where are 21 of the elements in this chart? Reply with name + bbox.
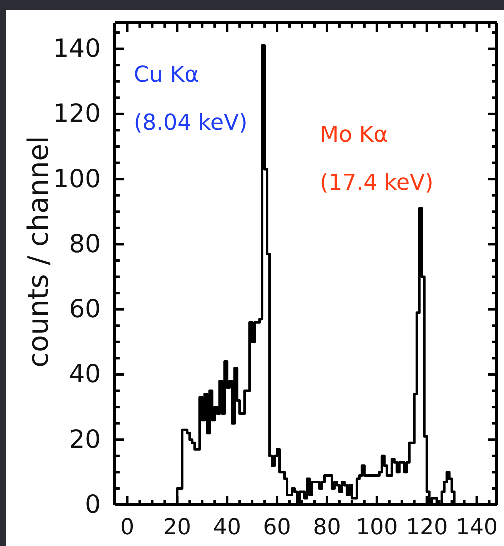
y-tick-label: 100 xyxy=(53,164,101,194)
y-tick-label: 120 xyxy=(53,99,101,128)
x-tick-label: 20 xyxy=(163,516,192,541)
x-tick-label: 140 xyxy=(456,516,498,541)
annotation: (8.04 keV) xyxy=(134,111,248,136)
y-tick-label: 140 xyxy=(53,34,101,64)
annotation: Cu Kα xyxy=(134,63,200,88)
y-tick-label: 40 xyxy=(69,360,101,389)
x-tick-label: 40 xyxy=(213,516,242,541)
y-axis-title: counts / channel xyxy=(22,136,55,368)
y-tick-label: 20 xyxy=(69,424,101,454)
x-tick-label: 80 xyxy=(313,516,342,541)
annotation: (17.4 keV) xyxy=(320,171,434,196)
annotation: Mo Kα xyxy=(320,123,388,148)
x-tick-label: 0 xyxy=(120,516,134,541)
y-tick-label: 60 xyxy=(69,294,101,324)
y-tick-label: 80 xyxy=(69,229,101,258)
x-tick-label: 100 xyxy=(356,516,398,541)
y-tick-label: 0 xyxy=(85,490,101,519)
x-tick-label: 60 xyxy=(263,516,292,541)
x-tick-label: 120 xyxy=(406,516,448,541)
